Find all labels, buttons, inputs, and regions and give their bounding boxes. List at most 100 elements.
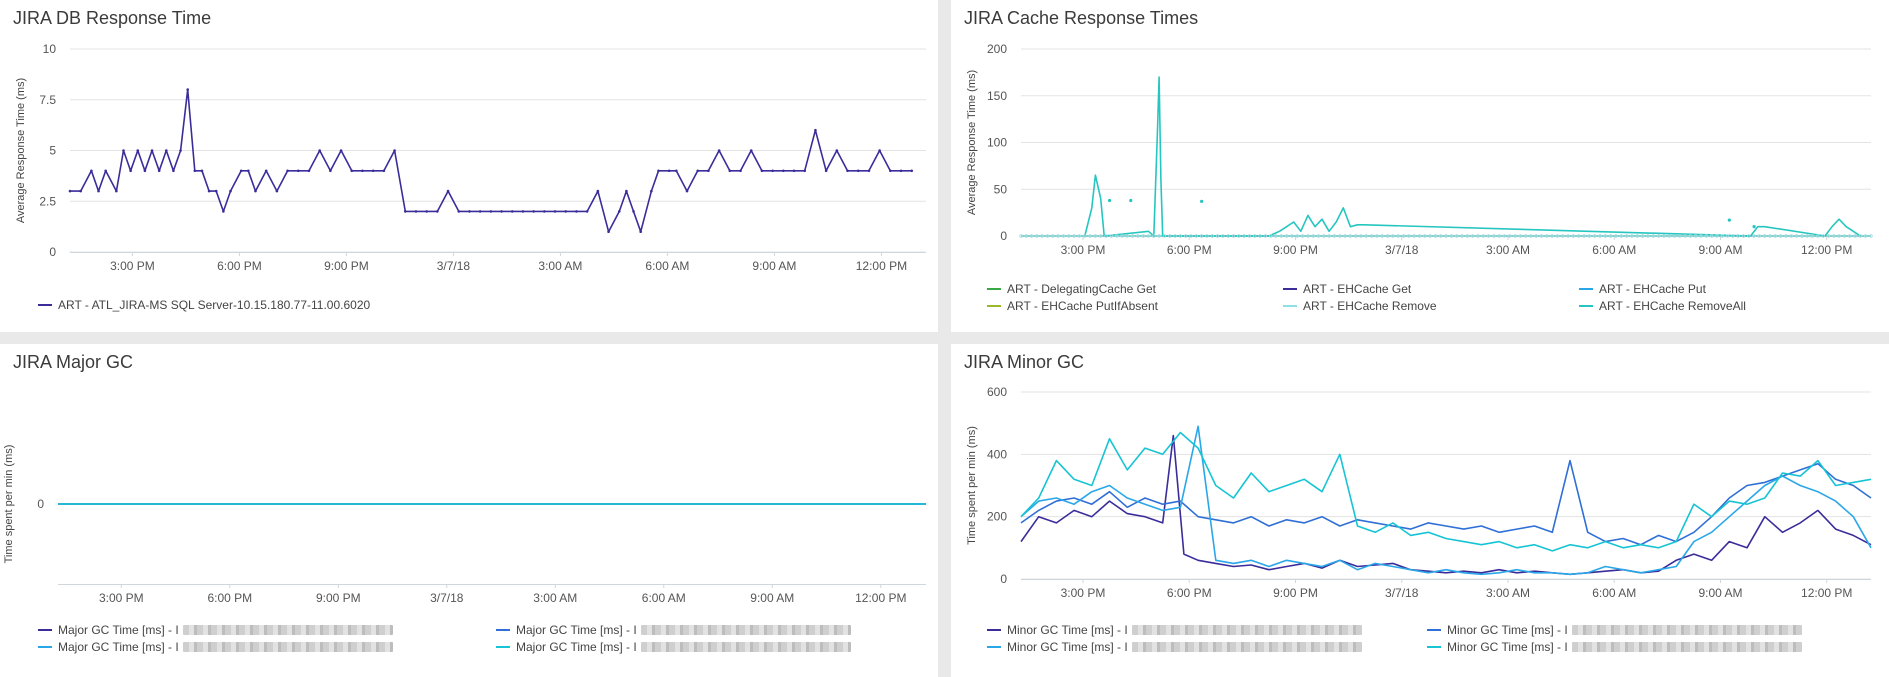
legend-item[interactable]: Major GC Time [ms] - I <box>38 640 393 654</box>
legend-item[interactable]: Minor GC Time [ms] - I <box>1427 640 1802 654</box>
legend-item[interactable]: ART - ATL_JIRA-MS SQL Server-10.15.180.7… <box>38 298 370 312</box>
data-point <box>596 189 600 193</box>
zero-marker <box>1183 234 1188 238</box>
x-tick-label: 6:00 AM <box>1592 586 1636 600</box>
zero-marker <box>1274 234 1278 238</box>
legend-label: ART - EHCache PutIfAbsent <box>1007 299 1158 313</box>
data-point <box>650 189 653 193</box>
legend-item[interactable]: Major GC Time [ms] - I <box>38 623 393 637</box>
zero-marker <box>1226 234 1230 238</box>
x-tick-label: 9:00 AM <box>750 591 794 605</box>
y-tick-label: 0 <box>37 497 44 511</box>
major-gc-chart[interactable]: 0 3:00 PM 6:00 PM 9:00 PM 3/7/18 3:00 AM 6:00 … <box>0 344 938 677</box>
minor-gc-chart[interactable]: 0 200 400 600 3:00 PM 6:00 PM 9:00 PM 3/7/18 3:0… <box>951 344 1889 677</box>
zero-marker <box>1529 234 1533 238</box>
zero-marker <box>1752 234 1756 238</box>
db-response-chart[interactable]: 0 2.5 5 7.5 10 3:00 PM 6:00 PM 9:00 PM 3/7/18 3:0… <box>0 0 938 332</box>
data-point <box>143 169 147 173</box>
legend-item[interactable]: Minor GC Time [ms] - I <box>1427 623 1802 637</box>
scatter-point <box>1752 225 1756 229</box>
data-point <box>122 149 125 152</box>
zero-marker <box>1577 234 1581 238</box>
zero-marker <box>1460 234 1464 238</box>
legend-item[interactable]: ART - EHCache PutIfAbsent <box>987 299 1158 313</box>
zero-marker <box>1619 234 1624 238</box>
x-tick-label: 3/7/18 <box>430 591 464 605</box>
legend-item[interactable]: ART - EHCache Remove <box>1283 299 1437 313</box>
data-point <box>625 189 628 193</box>
redacted-host-name <box>640 642 851 652</box>
legend-item[interactable]: ART - EHCache Put <box>1579 282 1706 296</box>
zero-marker <box>1130 234 1135 238</box>
y-axis-label: Average Response Time (ms) <box>15 78 27 223</box>
scatter-point <box>1727 218 1731 222</box>
zero-marker <box>1433 234 1438 238</box>
x-tick-label: 3:00 AM <box>533 591 577 605</box>
redacted-host-name <box>640 625 851 635</box>
data-point <box>436 210 439 213</box>
zero-marker <box>1454 234 1459 238</box>
zero-marker <box>1709 234 1714 238</box>
y-axis-label: Time spent per min (ms) <box>3 445 15 564</box>
zero-marker <box>1763 234 1767 238</box>
legend-label: Major GC Time [ms] - I <box>516 623 637 637</box>
zero-marker <box>1444 234 1448 238</box>
zero-marker <box>1343 234 1347 238</box>
data-point <box>667 169 671 173</box>
y-tick-label: 0 <box>1000 229 1007 243</box>
legend-item[interactable]: ART - EHCache Get <box>1283 282 1411 296</box>
data-point <box>457 210 461 213</box>
redacted-host-name <box>1571 625 1802 635</box>
data-point <box>639 230 642 233</box>
zero-marker <box>1088 234 1092 238</box>
zero-marker <box>1061 234 1066 238</box>
data-point <box>296 169 300 173</box>
zero-marker <box>1194 234 1199 238</box>
data-point <box>200 169 204 173</box>
redacted-host-name <box>1571 642 1802 652</box>
cache-response-chart[interactable]: 0 50 100 150 200 3:00 PM 6:00 PM 9:00 PM 3/7/18 3… <box>951 0 1889 332</box>
zero-marker <box>1268 234 1273 238</box>
y-tick-label: 0 <box>1000 572 1007 586</box>
zero-marker <box>1646 234 1650 238</box>
zero-marker <box>1571 234 1576 238</box>
zero-marker <box>1423 234 1427 238</box>
zero-marker <box>1635 234 1639 238</box>
data-point <box>90 169 93 173</box>
zero-marker <box>1741 234 1746 238</box>
x-tick-label: 12:00 PM <box>1801 586 1852 600</box>
legend-item[interactable]: Major GC Time [ms] - I <box>496 623 851 637</box>
data-point <box>585 210 589 213</box>
zero-marker <box>1662 234 1666 238</box>
data-point <box>275 189 279 193</box>
x-tick-label: 6:00 AM <box>1592 243 1636 257</box>
x-tick-label: 3:00 PM <box>99 591 144 605</box>
zero-marker <box>1391 234 1395 238</box>
zero-marker <box>1067 234 1071 238</box>
zero-marker <box>1412 234 1416 238</box>
legend-label: Minor GC Time [ms] - I <box>1007 640 1128 654</box>
zero-marker <box>1858 234 1863 238</box>
zero-marker <box>1518 234 1523 238</box>
x-tick-label: 3:00 PM <box>1061 243 1106 257</box>
legend-item[interactable]: Major GC Time [ms] - I <box>496 640 851 654</box>
legend-item[interactable]: Minor GC Time [ms] - I <box>987 623 1362 637</box>
zero-marker <box>1253 234 1257 238</box>
legend-label: ART - ATL_JIRA-MS SQL Server-10.15.180.7… <box>58 298 371 312</box>
data-point <box>172 169 175 173</box>
data-point <box>371 169 375 173</box>
legend-label: Minor GC Time [ms] - I <box>1447 640 1568 654</box>
zero-marker <box>1826 234 1831 238</box>
legend-item[interactable]: ART - DelegatingCache Get <box>987 282 1156 296</box>
legend-item[interactable]: Minor GC Time [ms] - I <box>987 640 1362 654</box>
data-point <box>632 210 635 213</box>
zero-marker <box>1237 234 1241 238</box>
data-point <box>500 210 503 213</box>
zero-marker <box>1168 234 1172 238</box>
zero-marker <box>1731 234 1735 238</box>
data-point <box>889 169 892 173</box>
legend-label: Major GC Time [ms] - I <box>58 640 179 654</box>
legend-item[interactable]: ART - EHCache RemoveAll <box>1579 299 1746 313</box>
x-tick-label: 12:00 PM <box>856 259 907 273</box>
zero-marker <box>1242 234 1246 238</box>
